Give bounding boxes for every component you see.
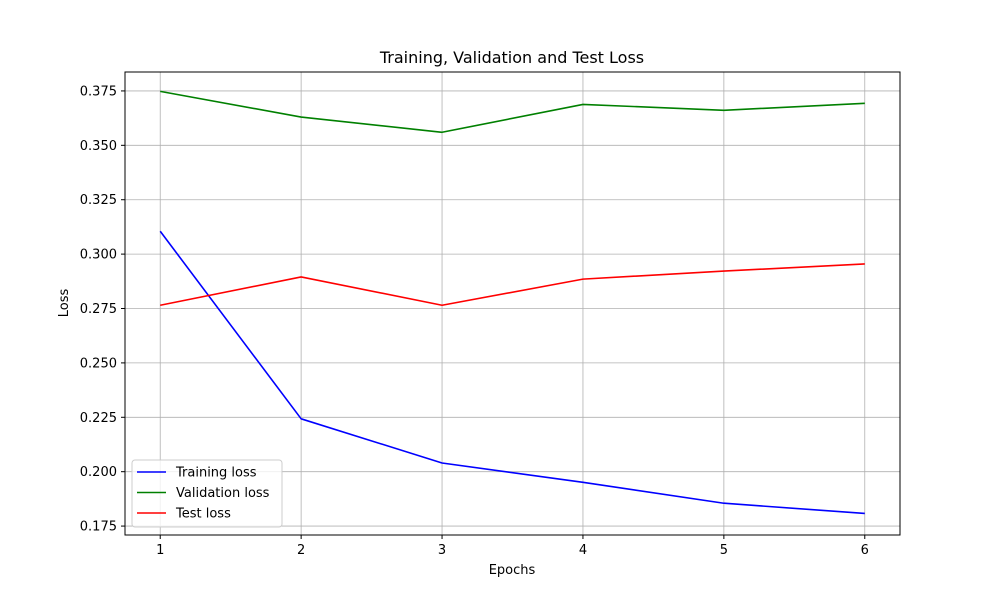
validation-loss-legend-label: Validation loss bbox=[176, 486, 270, 501]
chart-title: Training, Validation and Test Loss bbox=[379, 48, 644, 67]
legend: Training loss Validation loss Test loss bbox=[131, 459, 283, 528]
y-tick-label: 0.225 bbox=[80, 411, 117, 426]
x-tick-label: 3 bbox=[438, 543, 446, 558]
x-tick-label: 6 bbox=[861, 543, 869, 558]
y-tick-label: 0.275 bbox=[80, 302, 117, 317]
training-loss-legend-label: Training loss bbox=[175, 466, 257, 481]
legend-box bbox=[131, 459, 283, 528]
y-tick-label: 0.250 bbox=[80, 356, 117, 371]
y-tick-label: 0.200 bbox=[80, 465, 117, 480]
axis-ticks: 1 2 3 4 5 6 0.175 0.200 0.225 0.250 0.275 0.300 0.32… bbox=[80, 84, 869, 558]
test-loss-legend-label: Test loss bbox=[175, 507, 231, 522]
validation-loss-line bbox=[160, 90, 865, 134]
y-tick-label: 0.300 bbox=[80, 248, 117, 263]
x-tick-label: 1 bbox=[156, 543, 164, 558]
x-axis-label: Epochs bbox=[489, 563, 536, 578]
y-axis-label: Loss bbox=[57, 289, 72, 318]
x-tick-label: 5 bbox=[720, 543, 728, 558]
y-tick-label: 0.325 bbox=[80, 193, 117, 208]
x-tick-label: 2 bbox=[297, 543, 305, 558]
plot-frame bbox=[124, 71, 901, 536]
y-tick-label: 0.375 bbox=[80, 84, 117, 99]
series-lines bbox=[159, 90, 865, 515]
y-tick-label: 0.175 bbox=[80, 520, 117, 535]
test-loss-line bbox=[160, 263, 865, 307]
training-loss-line bbox=[159, 230, 865, 515]
y-tick-label: 0.350 bbox=[80, 139, 117, 154]
x-tick-label: 4 bbox=[579, 543, 587, 558]
